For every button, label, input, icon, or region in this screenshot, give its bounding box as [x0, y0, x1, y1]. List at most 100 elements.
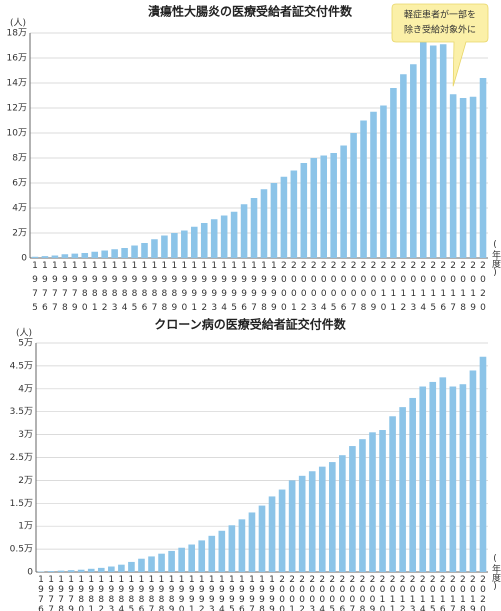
bar — [111, 249, 118, 258]
bar — [171, 233, 178, 258]
x-tick-label: 2009 — [367, 575, 377, 611]
x-tick-label: 1995 — [227, 575, 237, 611]
bar — [399, 407, 406, 572]
bar — [369, 432, 376, 572]
bar — [390, 88, 397, 258]
bar — [41, 256, 49, 258]
bar — [101, 250, 108, 258]
x-tick-label: 1992 — [197, 575, 207, 611]
bar — [350, 133, 357, 258]
x-tick-label: 2001 — [287, 575, 297, 611]
annotation-box — [391, 3, 489, 87]
x-tick-label: 1991 — [189, 261, 199, 317]
bar — [240, 204, 248, 258]
bar — [340, 145, 347, 258]
x-tick-label: 1976 — [40, 261, 50, 317]
bar — [360, 120, 367, 258]
x-tick-label: 2012 — [398, 261, 408, 317]
x-tick-label: 2012 — [398, 575, 408, 611]
bar — [339, 455, 346, 572]
bar — [479, 78, 487, 258]
bar — [310, 158, 318, 258]
x-tick-label: 1989 — [167, 575, 177, 611]
x-tick-label: 1996 — [239, 261, 249, 317]
bar — [141, 243, 148, 258]
x-tick-label: 1997 — [249, 261, 259, 317]
x-tick-label: 1985 — [126, 575, 136, 611]
x-tick-label: 2020 — [478, 261, 488, 317]
bar — [328, 462, 336, 572]
bar — [349, 446, 356, 572]
x-tick-label: 1995 — [229, 261, 239, 317]
bar — [449, 386, 457, 572]
y-tick-label: 3.5万 — [10, 407, 33, 417]
bar — [131, 245, 138, 258]
bar — [97, 567, 105, 572]
bar — [190, 226, 198, 258]
y-tick-label: 14万 — [7, 79, 27, 89]
bar — [429, 381, 437, 572]
bar — [161, 235, 168, 258]
bar — [419, 386, 427, 572]
x-tick-label: 2001 — [289, 261, 299, 317]
bar — [181, 230, 188, 258]
bar — [208, 535, 216, 572]
x-tick-label: 2017 — [448, 261, 458, 317]
bar — [359, 439, 366, 572]
bar — [210, 219, 218, 258]
bar — [410, 64, 417, 258]
x-tick-label: 2019 — [468, 575, 478, 611]
bar — [61, 254, 69, 258]
x-tick-label: 2007 — [347, 575, 357, 611]
x-tick-label: 1986 — [136, 575, 146, 611]
x-tick-label: 1993 — [209, 261, 219, 317]
chart-title: クローン病の医療受給者証交付件数 — [154, 317, 346, 332]
annotation-text: 軽症患者が一部を — [404, 9, 476, 21]
x-tick-label: 1983 — [106, 575, 116, 611]
bar — [449, 94, 457, 258]
x-tick-label: 2014 — [418, 575, 428, 611]
bar — [400, 74, 407, 258]
bar — [308, 471, 316, 572]
x-tick-label: 2010 — [378, 575, 388, 611]
bar — [31, 256, 39, 258]
bar — [270, 183, 278, 258]
bar — [469, 370, 477, 572]
x-tick-label: 1990 — [179, 261, 189, 317]
x-tick-label: 1985 — [130, 261, 140, 317]
bar — [121, 248, 128, 258]
bar — [459, 98, 467, 258]
bar — [47, 571, 55, 572]
x-tick-label: 1996 — [237, 575, 247, 611]
y-tick-label: 18万 — [7, 29, 27, 39]
x-tick-label: 1982 — [96, 575, 106, 611]
bar — [148, 556, 155, 572]
bar — [67, 570, 75, 572]
x-unit-label: (年度) — [490, 240, 501, 278]
x-tick-label: 2004 — [319, 261, 329, 317]
x-tick-label: 1977 — [50, 261, 60, 317]
x-tick-label: 2010 — [378, 261, 388, 317]
bar — [409, 397, 416, 572]
bar — [230, 211, 238, 258]
x-tick-label: 2019 — [468, 261, 478, 317]
y-tick-label: 2万 — [18, 476, 33, 486]
bar — [51, 255, 59, 258]
bar — [200, 223, 208, 258]
x-tick-label: 1983 — [110, 261, 120, 317]
bar — [330, 153, 337, 258]
bar — [178, 547, 185, 572]
bar — [389, 416, 396, 572]
x-tick-label: 1991 — [187, 575, 197, 611]
bar — [71, 253, 79, 258]
x-tick-label: 2017 — [448, 575, 458, 611]
bar — [77, 569, 85, 572]
bar — [379, 430, 386, 572]
y-tick-label: 4.5万 — [10, 361, 33, 371]
bar — [81, 253, 89, 258]
bar — [158, 553, 165, 572]
x-tick-label: 1989 — [169, 261, 179, 317]
x-tick-label: 1982 — [100, 261, 110, 317]
x-tick-label: 1987 — [149, 261, 159, 317]
bar — [298, 475, 306, 572]
